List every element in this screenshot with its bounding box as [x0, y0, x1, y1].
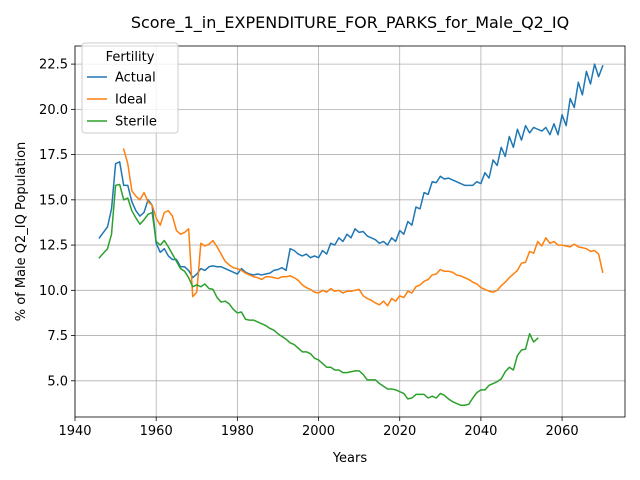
x-tick-label: 2000 [302, 424, 335, 439]
x-tick-label: 1960 [140, 424, 173, 439]
legend-entries: Actual Ideal Sterile [87, 71, 157, 130]
y-tick-label: 5.0 [47, 374, 68, 389]
legend-label-sterile: Sterile [115, 115, 157, 130]
y-tick-label: 17.5 [39, 148, 68, 163]
y-axis: 5.0 7.5 10.0 12.5 15.0 17.5 20.0 22.5 [39, 58, 75, 389]
x-axis-title: Years [332, 451, 368, 466]
legend-box [81, 42, 179, 134]
x-tick-label: 1940 [58, 424, 91, 439]
x-axis: 1940 1960 1980 2000 2020 2040 2060 [58, 417, 579, 439]
legend-label-ideal: Ideal [115, 93, 147, 108]
legend-label-actual: Actual [115, 71, 156, 86]
legend: Fertility Actual Ideal Sterile [81, 42, 179, 134]
chart-title: Score_1_in_EXPENDITURE_FOR_PARKS_for_Mal… [131, 13, 569, 33]
y-tick-label: 22.5 [39, 58, 68, 73]
x-tick-label: 2020 [383, 424, 416, 439]
y-tick-label: 7.5 [47, 329, 68, 344]
series-layer [98, 63, 604, 406]
plot-frame [74, 45, 626, 418]
x-tick-label: 1980 [221, 424, 254, 439]
series-line-actual [98, 63, 604, 279]
grid [74, 46, 625, 417]
y-axis-title: % of Male Q2_IQ Population [14, 142, 29, 322]
legend-title: Fertility [106, 50, 155, 65]
series-line-sterile [98, 183, 539, 406]
y-tick-label: 15.0 [39, 193, 68, 208]
y-tick-label: 10.0 [39, 284, 68, 299]
y-tick-label: 12.5 [39, 239, 68, 254]
y-tick-label: 20.0 [39, 103, 68, 118]
x-tick-label: 2040 [464, 424, 497, 439]
series-line-ideal [122, 148, 604, 307]
x-tick-label: 2060 [546, 424, 579, 439]
